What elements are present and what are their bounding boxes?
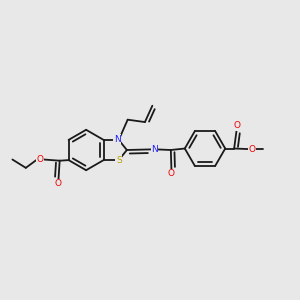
Text: N: N: [114, 134, 121, 143]
Text: O: O: [168, 169, 175, 178]
Text: O: O: [248, 145, 256, 154]
Text: O: O: [55, 179, 62, 188]
Text: O: O: [233, 122, 240, 130]
Text: S: S: [116, 156, 122, 165]
Text: N: N: [151, 145, 158, 154]
Text: O: O: [37, 155, 44, 164]
